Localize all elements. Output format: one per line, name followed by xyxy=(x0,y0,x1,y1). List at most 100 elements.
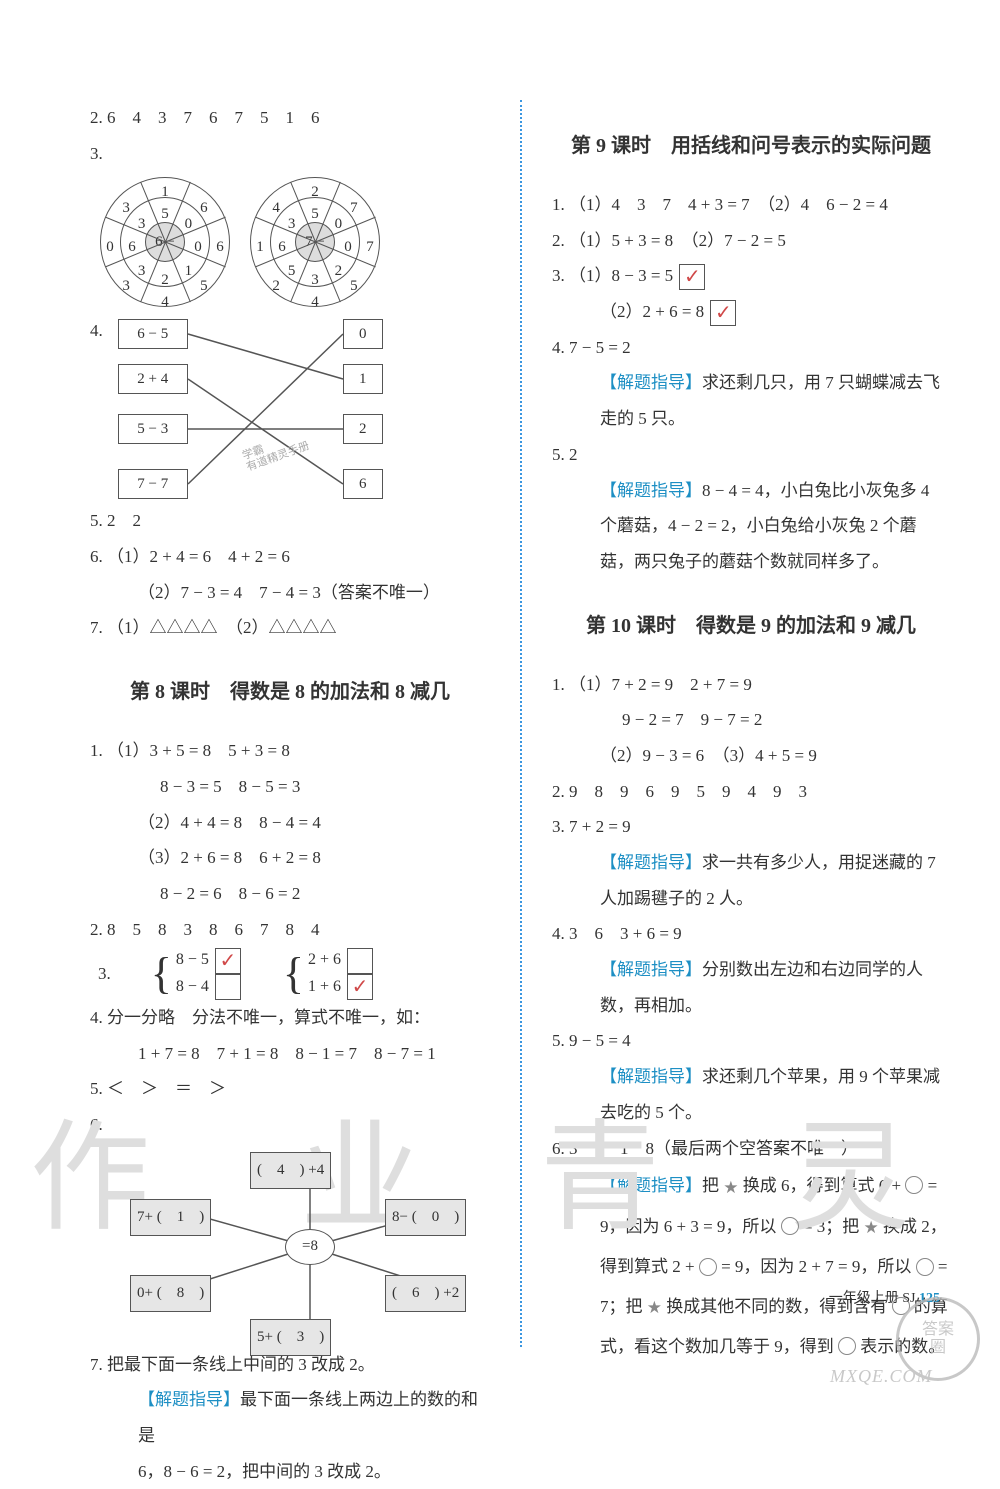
web-br: ( 6 ) +2 xyxy=(385,1275,466,1313)
empty-box-icon xyxy=(215,974,241,1000)
web-bot: 5+ ( 3 ) xyxy=(250,1319,331,1357)
web-ur: 8− ( 0 ) xyxy=(385,1199,466,1237)
t: 把 xyxy=(702,1176,723,1195)
t: = 3；把 xyxy=(799,1217,864,1236)
matching-diagram: 6 − 5 2 + 4 5 − 3 7 − 7 0 1 2 6 学霸有道精灵手册 xyxy=(113,319,490,499)
match-left-2: 2 + 4 xyxy=(118,364,188,394)
match-left-1: 6 − 5 xyxy=(118,319,188,349)
s9-h4: 【解题指导】求还剩几只，用 7 只蝴蝶减去飞走的 5 只。 xyxy=(552,365,950,436)
q5: 5. 2 2 xyxy=(90,503,490,539)
match-left-3: 5 − 3 xyxy=(118,414,188,444)
s10-l7: 5. 9 − 5 = 4 xyxy=(552,1023,950,1059)
s8-l6: 2. 8 5 8 3 8 6 7 8 4 xyxy=(90,912,490,948)
hint-label: 【解题指导】 xyxy=(600,853,702,872)
s8-l8: 4. 分一分略 分法不唯一，算式不唯一，如： xyxy=(90,1000,490,1036)
s8-l5: 8 − 2 = 6 8 − 6 = 2 xyxy=(90,876,490,912)
match-right-4: 6 xyxy=(343,469,383,499)
brace-number: 3. xyxy=(98,956,111,992)
dial-outer-num: 6 xyxy=(210,232,230,252)
stamp: 答案圈 MXQE.COM xyxy=(830,1297,980,1387)
hint-label: 【解题指导】 xyxy=(138,1390,240,1409)
stamp-url: MXQE.COM xyxy=(830,1366,932,1387)
star-icon: ★ xyxy=(723,1168,738,1207)
dial-inner-num: 3 xyxy=(132,256,152,276)
dial-1: 6 − 1560605142330633 xyxy=(100,177,230,307)
dial-inner-num: 6 xyxy=(272,232,292,252)
s9-l3b-text: （2）2 + 6 = 8 xyxy=(600,302,704,321)
s8-l3: （2）4 + 4 = 8 8 − 4 = 4 xyxy=(90,805,490,841)
s9-l3b: （2）2 + 6 = 8 ✓ xyxy=(552,294,950,330)
s9-l1: 1. （1）4 3 7 4 + 3 = 7 （2）4 6 − 2 = 4 xyxy=(552,187,950,223)
q4-label: 4. xyxy=(90,313,103,349)
brace-2b: 1 + 6 xyxy=(308,978,341,995)
left-column: 2. 6 4 3 7 6 7 5 1 6 3. 6 − 156060514233… xyxy=(90,100,490,1347)
web-center: =8 xyxy=(285,1229,335,1265)
dial-outer-num: 1 xyxy=(250,232,270,252)
circle-icon xyxy=(781,1217,799,1235)
dial-outer-num: 4 xyxy=(305,287,325,307)
dial-outer-num: 1 xyxy=(155,177,175,197)
web-ul: 7+ ( 1 ) xyxy=(130,1199,211,1237)
hint-label: 【解题指导】 xyxy=(600,373,702,392)
match-right-3: 2 xyxy=(343,414,383,444)
s10-l5: 3. 7 + 2 = 9 xyxy=(552,809,950,845)
check-icon: ✓ xyxy=(347,974,373,1000)
hint-label: 【解题指导】 xyxy=(600,1067,702,1086)
web-top: ( 4 ) +4 xyxy=(250,1152,331,1190)
brace-2a: 2 + 6 xyxy=(308,951,341,968)
heading-10: 第 10 课时 得数是 9 的加法和 9 减几 xyxy=(552,610,950,642)
s10-h3: 【解题指导】求一共有多少人，用捉迷藏的 7 人加踢毽子的 2 人。 xyxy=(552,845,950,916)
dial-outer-num: 2 xyxy=(305,177,325,197)
circle-icon xyxy=(916,1258,934,1276)
match-left-4: 7 − 7 xyxy=(118,469,188,499)
star-icon: ★ xyxy=(647,1288,662,1327)
brace-row: 3. { 8 − 5 ✓ 8 − 4 { 2 + 6 1 + 6 ✓ xyxy=(98,947,490,1000)
brace-1a: 8 − 5 xyxy=(176,951,209,968)
dial-outer-num: 4 xyxy=(155,287,175,307)
s10-l3: （2）9 − 3 = 6 （3）4 + 5 = 9 xyxy=(552,738,950,774)
dial-inner-num: 3 xyxy=(132,209,152,229)
dial-inner-num: 0 xyxy=(328,209,348,229)
dial-inner-num: 5 xyxy=(282,256,302,276)
dial-inner-num: 5 xyxy=(305,199,325,219)
s8-l1: 1. （1）3 + 5 = 8 5 + 3 = 8 xyxy=(90,733,490,769)
star-icon: ★ xyxy=(864,1208,879,1247)
s9-l5: 5. 2 xyxy=(552,437,950,473)
heading-9: 第 9 课时 用括线和问号表示的实际问题 xyxy=(552,130,950,162)
dial-2: 7 − 2570705243251643 xyxy=(250,177,380,307)
check-icon: ✓ xyxy=(679,264,705,290)
s9-l3a-text: 3. （1）8 − 3 = 5 xyxy=(552,266,673,285)
t: 换成 6，得到算式 6 + xyxy=(739,1176,906,1195)
column-divider xyxy=(520,100,522,1347)
s10-l8: 6. 3 7 1 8（最后两个空答案不唯一） xyxy=(552,1131,950,1167)
web-bl: 0+ ( 8 ) xyxy=(130,1275,211,1313)
s8-l10: 5. ＜ ＞ ＝ ＞ xyxy=(90,1071,490,1107)
dial-outer-num: 7 xyxy=(360,232,380,252)
s9-l3a: 3. （1）8 − 3 = 5 ✓ xyxy=(552,258,950,294)
empty-box-icon xyxy=(347,948,373,974)
s10-l4: 2. 9 8 9 6 9 5 9 4 9 3 xyxy=(552,774,950,810)
page: 2. 6 4 3 7 6 7 5 1 6 3. 6 − 156060514233… xyxy=(0,0,1000,1407)
s9-h5: 【解题指导】8 − 4 = 4，小白兔比小灰兔多 4 个蘑菇，4 − 2 = 2… xyxy=(552,473,950,580)
dial-inner-num: 0 xyxy=(188,232,208,252)
match-right-1: 0 xyxy=(343,319,383,349)
check-icon: ✓ xyxy=(215,948,241,974)
check-icon: ✓ xyxy=(710,300,736,326)
s10-l2: 9 − 2 = 7 9 − 7 = 2 xyxy=(552,702,950,738)
heading-8: 第 8 课时 得数是 8 的加法和 8 减几 xyxy=(90,676,490,708)
dial-inner-num: 6 xyxy=(122,232,142,252)
brace-1: { 8 − 5 ✓ 8 − 4 xyxy=(151,947,243,1000)
q6a: 6. （1）2 + 4 = 6 4 + 2 = 6 xyxy=(90,539,490,575)
dial-outer-num: 0 xyxy=(100,232,120,252)
hint-label: 【解题指导】 xyxy=(600,1176,702,1195)
s8-l4: （3）2 + 6 = 8 6 + 2 = 8 xyxy=(90,840,490,876)
dial-inner-num: 1 xyxy=(178,256,198,276)
dial-inner-num: 2 xyxy=(155,265,175,285)
web-diagram: ( 4 ) +4 7+ ( 1 ) 8− ( 0 ) 0+ ( 8 ) ( 6 … xyxy=(130,1147,490,1347)
t: = 9，因为 2 + 7 = 9，所以 xyxy=(717,1257,916,1276)
q6b: （2）7 − 3 = 4 7 − 4 = 3（答案不唯一） xyxy=(90,575,490,611)
s10-l6: 4. 3 6 3 + 6 = 9 xyxy=(552,916,950,952)
right-column: 第 9 课时 用括线和问号表示的实际问题 1. （1）4 3 7 4 + 3 =… xyxy=(552,100,950,1347)
s10-l1: 1. （1）7 + 2 = 9 2 + 7 = 9 xyxy=(552,667,950,703)
s10-h5: 【解题指导】求还剩几个苹果，用 9 个苹果减去吃的 5 个。 xyxy=(552,1059,950,1130)
